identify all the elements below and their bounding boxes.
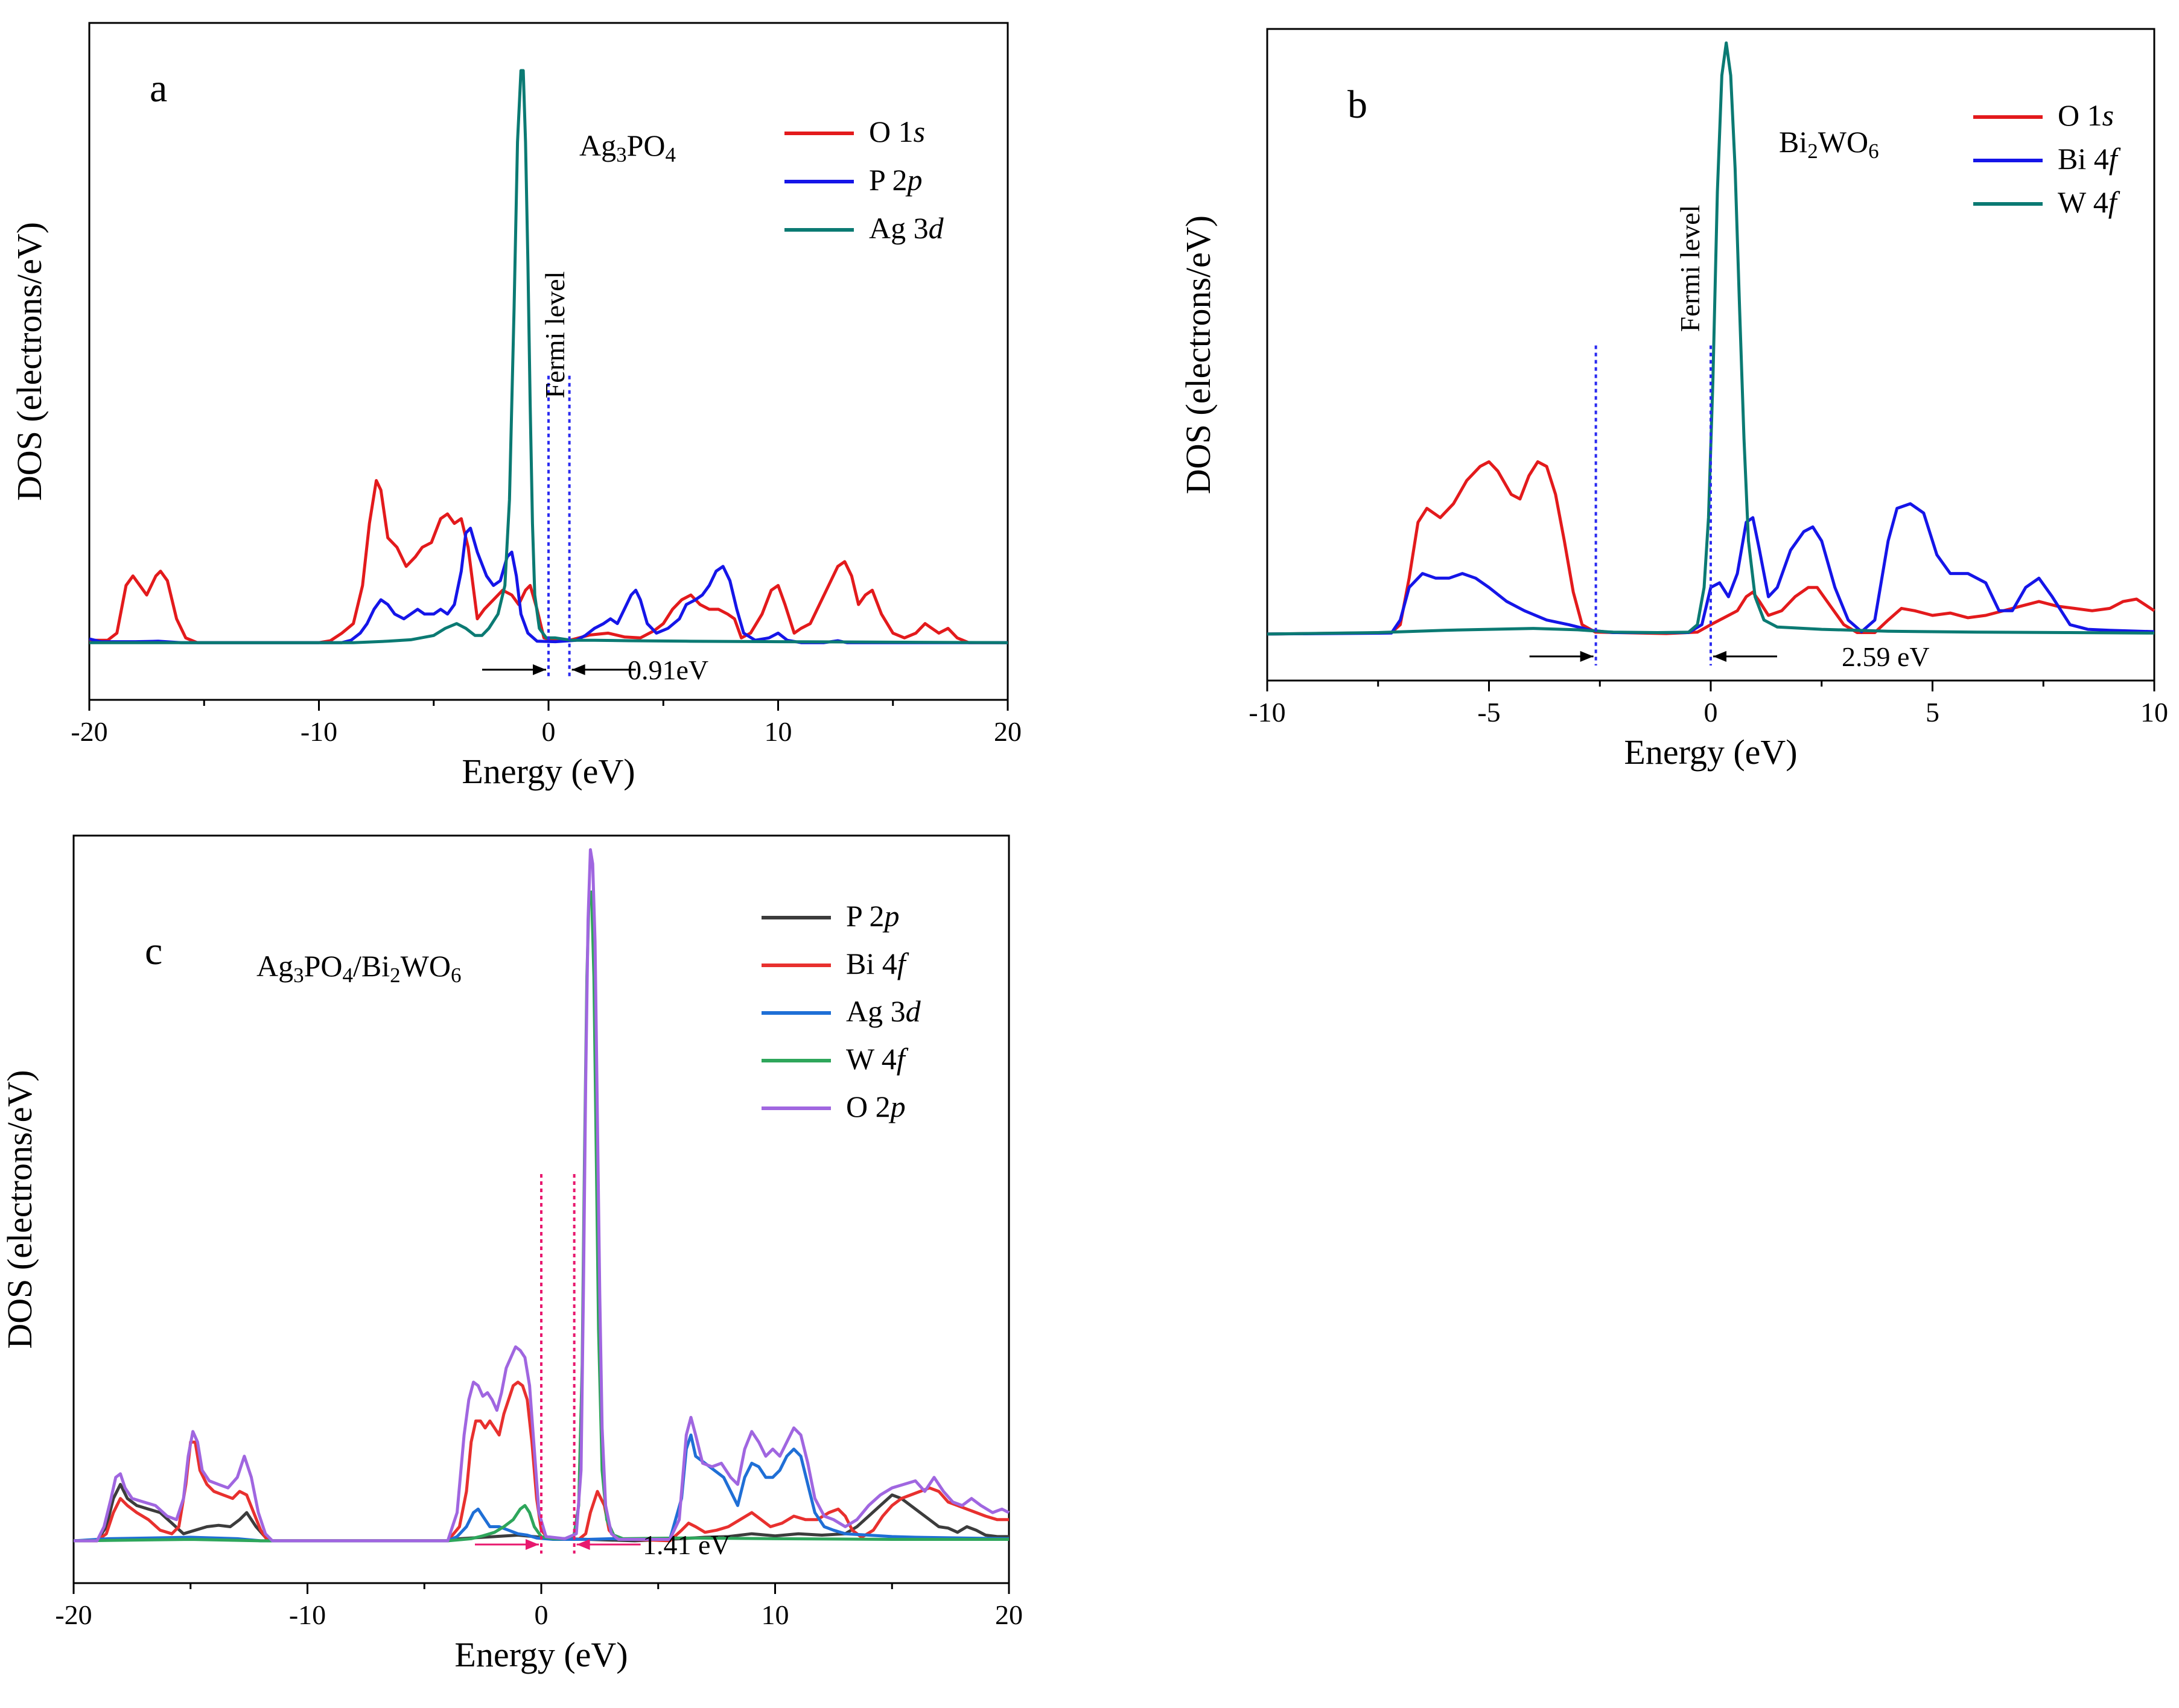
legend-entry: O 2p <box>846 1090 906 1123</box>
x-tick-label: 10 <box>762 1599 789 1630</box>
legend-entry: W 4f <box>846 1042 909 1076</box>
x-tick-label: 10 <box>2140 697 2168 728</box>
legend-entry: Ag 3d <box>846 994 921 1028</box>
gap-arrow-right-head <box>571 664 585 675</box>
gap-arrow-right-head <box>576 1539 590 1550</box>
x-tick-label: -10 <box>1249 697 1285 728</box>
x-tick-label: 5 <box>1926 697 1939 728</box>
fermi-level-label: Fermi level <box>1675 205 1705 332</box>
gap-arrow-left-head <box>1580 651 1594 662</box>
x-tick-label: -20 <box>71 716 107 747</box>
x-tick-label: 0 <box>535 1599 549 1630</box>
panel-letter: a <box>150 66 167 110</box>
x-tick-label: -10 <box>301 716 337 747</box>
panel-letter: b <box>1347 83 1367 127</box>
band-gap-label: 1.41 eV <box>643 1529 731 1560</box>
gap-arrow-left-head <box>533 664 546 675</box>
legend-entry: O 1s <box>2058 98 2114 132</box>
compound-label: Bi2WO6 <box>1779 125 1879 163</box>
series-line-o-2p <box>74 848 1010 1543</box>
band-gap-label: 0.91eV <box>628 655 708 685</box>
legend-entry: P 2p <box>869 163 922 197</box>
legend-entry: O 1s <box>869 115 925 148</box>
x-axis-title: Energy (eV) <box>454 1635 628 1674</box>
band-gap-label: 2.59 eV <box>1842 641 1930 672</box>
legend-entry: Bi 4f <box>2058 142 2121 176</box>
legend-entry: W 4f <box>2058 185 2120 219</box>
x-tick-label: -10 <box>289 1599 326 1630</box>
x-tick-label: 20 <box>995 1599 1023 1630</box>
x-tick-label: -5 <box>1477 697 1500 728</box>
panel-letter: c <box>145 929 162 973</box>
compound-label: Ag3PO4/Bi2WO6 <box>256 949 461 987</box>
x-axis-title: Energy (eV) <box>462 752 635 791</box>
x-axis-title: Energy (eV) <box>1624 732 1797 772</box>
x-tick-label: 0 <box>542 716 556 747</box>
y-axis-title: DOS (electrons/eV) <box>10 222 49 501</box>
x-tick-label: 20 <box>994 716 1022 747</box>
x-tick-label: 10 <box>765 716 792 747</box>
compound-label: Ag3PO4 <box>579 129 676 167</box>
series-line-bi-4f <box>1267 502 2155 636</box>
legend-entry: P 2p <box>846 899 899 933</box>
gap-arrow-left-head <box>526 1539 539 1550</box>
gap-arrow-right-head <box>1713 651 1726 662</box>
y-axis-title: DOS (electrons/eV) <box>1179 215 1218 494</box>
series-line-p-2p <box>89 527 1008 644</box>
panel-a-ag3po4-dos: -20 -10 0 10 20 Energy (eV) DOS (electrons/eV)… <box>10 22 1022 791</box>
series-line-ag-3d <box>73 1433 1010 1543</box>
fermi-level-label: Fermi level <box>539 271 570 399</box>
legend-entry: Bi 4f <box>846 947 909 980</box>
panel-c-composite-dos: -20 -10 0 10 20 Energy (eV) DOS (electrons/eV)… <box>0 834 1023 1674</box>
x-tick-label: 0 <box>1704 697 1718 728</box>
y-axis-title: DOS (electrons/eV) <box>0 1070 39 1348</box>
legend-entry: Ag 3d <box>869 211 944 245</box>
x-tick-label: -20 <box>55 1599 92 1630</box>
